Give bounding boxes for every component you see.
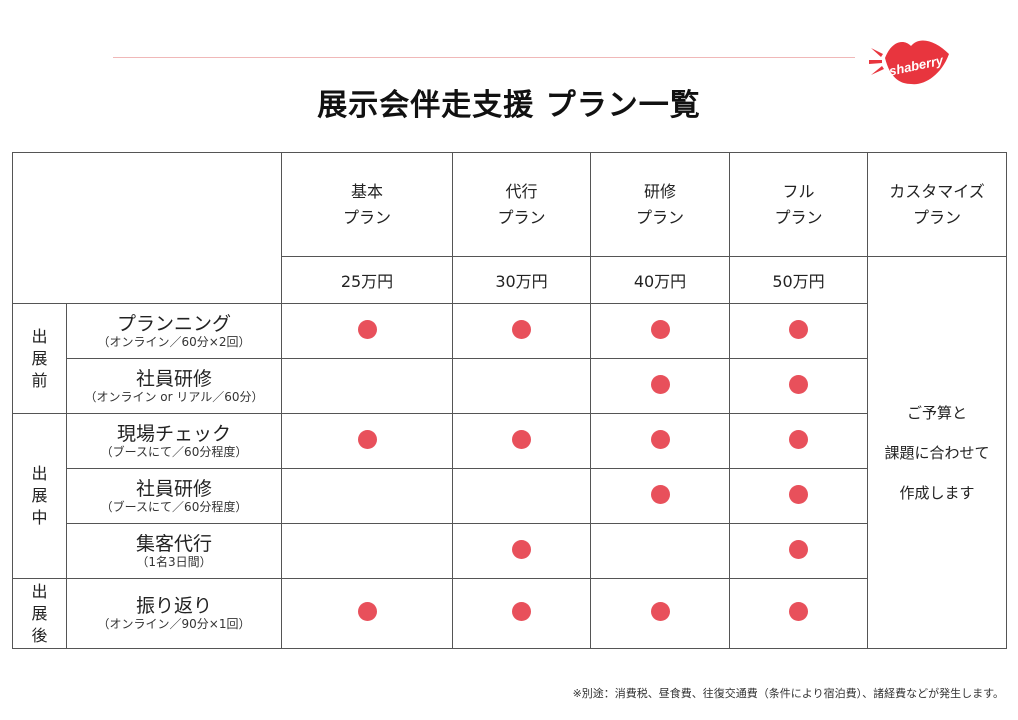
included-mark bbox=[650, 602, 670, 621]
service-detail: （ブースにて／60分程度） bbox=[100, 499, 248, 514]
service-cell: 集客代行 （1名3日間） bbox=[66, 523, 282, 579]
included-mark bbox=[357, 429, 377, 449]
included-mark bbox=[789, 319, 808, 339]
top-divider bbox=[113, 57, 855, 58]
included-mark bbox=[650, 319, 670, 339]
mark-cell bbox=[729, 413, 868, 469]
lips-icon bbox=[885, 40, 949, 85]
service-cell: プランニング （オンライン／60分×2回） bbox=[66, 303, 282, 359]
mark-cell bbox=[590, 523, 730, 579]
mark-cell bbox=[590, 578, 730, 649]
service-cell: 社員研修 （ブースにて／60分程度） bbox=[66, 468, 282, 524]
price-row: 25万円 30万円 40万円 50万円 ご予算と 課題に合わせて 作成します bbox=[13, 256, 1007, 649]
sound-lines-icon bbox=[869, 48, 884, 75]
plan-header-custom: カスタマイズ プラン bbox=[867, 152, 1007, 257]
included-mark bbox=[789, 429, 808, 449]
included-mark bbox=[789, 374, 808, 394]
price-full: 50万円 bbox=[729, 256, 868, 304]
footnote: ※別途：消費税、昼食費、往復交通費（条件により宿泊費）、諸経費などが発生します。 bbox=[572, 687, 1004, 700]
plan-header-training: 研修 プラン bbox=[590, 152, 730, 257]
included-mark bbox=[789, 602, 808, 621]
mark-cell bbox=[729, 303, 868, 359]
service-name: 社員研修 bbox=[135, 367, 212, 390]
price-training: 40万円 bbox=[590, 256, 730, 304]
mark-cell bbox=[281, 578, 453, 649]
included-mark bbox=[357, 319, 377, 339]
service-cell: 社員研修 （オンライン or リアル／60分） bbox=[66, 358, 282, 414]
included-mark bbox=[789, 539, 808, 559]
mark-cell bbox=[281, 358, 453, 414]
plan-header-full: フル プラン bbox=[729, 152, 868, 257]
service-detail: （1名3日間） bbox=[136, 554, 212, 569]
table-row: 出 展 前 プランニング （オンライン／60分×2回） bbox=[12, 303, 1007, 414]
included-mark bbox=[357, 602, 377, 621]
included-mark bbox=[512, 319, 531, 339]
service-name: 社員研修 bbox=[135, 477, 212, 500]
price-basic: 25万円 bbox=[281, 256, 453, 304]
service-name: 現場チェック bbox=[116, 422, 231, 445]
table-row: 社員研修 （オンライン or リアル／60分） bbox=[13, 358, 1007, 414]
mark-cell bbox=[590, 413, 730, 469]
phase-during-label: 出 展 中 bbox=[12, 413, 67, 579]
table-row: 出 展 中 現場チェック （ブースにて／60分程度） bbox=[12, 413, 1007, 579]
service-name: 集客代行 bbox=[135, 532, 212, 555]
phase-after-label: 出 展 後 bbox=[12, 578, 67, 649]
plan-name-row: 基本 プラン 代行 プラン 研修 プラン フル プラン カスタマイズ プラン bbox=[12, 152, 1007, 304]
service-detail: （オンライン／90分×1回） bbox=[97, 617, 251, 631]
included-mark bbox=[789, 484, 808, 504]
included-mark bbox=[512, 429, 531, 449]
page-title: 展示会伴走支援 プラン一覧 bbox=[317, 88, 701, 123]
included-mark bbox=[512, 539, 531, 559]
included-mark bbox=[650, 484, 670, 504]
mark-cell bbox=[729, 523, 868, 579]
mark-cell bbox=[452, 358, 591, 414]
plan-header-basic: 基本 プラン bbox=[281, 152, 453, 257]
mark-cell bbox=[590, 468, 730, 524]
service-detail: （オンライン／60分×2回） bbox=[97, 334, 251, 349]
mark-cell bbox=[281, 303, 453, 359]
corner-cell bbox=[12, 152, 282, 304]
mark-cell bbox=[590, 358, 730, 414]
table-row: 出 展 後 振り返り （オンライン／90分×1回） bbox=[12, 578, 1007, 649]
phase-before-label: 出 展 前 bbox=[12, 303, 67, 414]
mark-cell bbox=[281, 468, 453, 524]
mark-cell bbox=[729, 578, 868, 649]
service-detail: （ブースにて／60分程度） bbox=[100, 444, 248, 459]
service-detail: （オンライン or リアル／60分） bbox=[84, 389, 264, 404]
mark-cell bbox=[452, 413, 591, 469]
mark-cell bbox=[729, 468, 868, 524]
included-mark bbox=[650, 374, 670, 394]
mark-cell bbox=[452, 523, 591, 579]
shaberry-logo: shaberry bbox=[869, 40, 949, 85]
mark-cell bbox=[281, 523, 453, 579]
service-name: プランニング bbox=[116, 312, 231, 335]
service-cell: 振り返り （オンライン／90分×1回） bbox=[66, 578, 282, 649]
mark-cell bbox=[452, 303, 591, 359]
custom-plan-note: ご予算と 課題に合わせて 作成します bbox=[867, 256, 1007, 649]
mark-cell bbox=[729, 358, 868, 414]
service-cell: 現場チェック （ブースにて／60分程度） bbox=[66, 413, 282, 469]
mark-cell bbox=[452, 578, 591, 649]
included-mark bbox=[650, 429, 670, 449]
table-row: 社員研修 （ブースにて／60分程度） bbox=[13, 468, 1007, 524]
price-agency: 30万円 bbox=[452, 256, 591, 304]
service-name: 振り返り bbox=[135, 595, 212, 617]
plan-header-agency: 代行 プラン bbox=[452, 152, 591, 257]
included-mark bbox=[512, 602, 531, 621]
table-row: 集客代行 （1名3日間） bbox=[13, 523, 1007, 579]
mark-cell bbox=[590, 303, 730, 359]
mark-cell bbox=[281, 413, 453, 469]
mark-cell bbox=[452, 468, 591, 524]
plan-table: 基本 プラン 代行 プラン 研修 プラン フル プラン カスタマイズ プラン 2… bbox=[12, 152, 1007, 649]
